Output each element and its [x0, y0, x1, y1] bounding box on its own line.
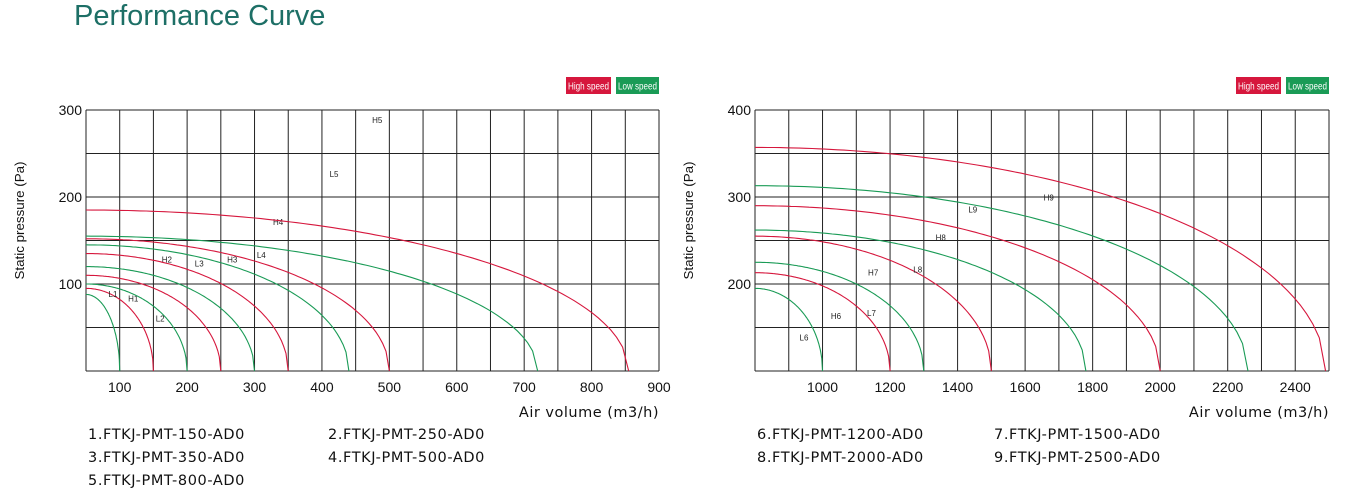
curve-label-h9: H9 — [1044, 193, 1055, 202]
x-tick-label: 100 — [108, 379, 132, 395]
curve-label-h5: H5 — [372, 116, 383, 125]
x-tick-label: 700 — [512, 379, 536, 395]
curve-h6 — [755, 272, 891, 372]
curve-h4 — [86, 238, 390, 372]
curve-l5 — [85, 235, 539, 372]
y-axis-label: Static pressure (Pa) — [12, 162, 27, 280]
x-axis-label: Air volume (m3/h) — [519, 405, 659, 421]
x-tick-label: 900 — [647, 379, 671, 395]
curve-label-h2: H2 — [162, 255, 173, 264]
y-tick-label: 400 — [728, 102, 752, 118]
curve-label-l2: L2 — [156, 314, 165, 323]
model-label: 4.FTKJ-PMT-500-AD0 — [328, 450, 485, 466]
model-label: 6.FTKJ-PMT-1200-AD0 — [757, 427, 924, 443]
model-label: 3.FTKJ-PMT-350-AD0 — [88, 450, 245, 466]
curve-l7 — [755, 261, 925, 372]
curve-l8 — [755, 229, 1087, 372]
legend-swatch-low-speed — [616, 77, 659, 94]
x-tick-label: 1600 — [1010, 379, 1041, 395]
x-tick-label: 2200 — [1212, 379, 1243, 395]
legend-label-high-speed: High speed — [568, 82, 609, 93]
y-axis-label: Static pressure (Pa) — [681, 162, 696, 280]
curve-label-l8: L8 — [913, 266, 922, 275]
model-label: 7.FTKJ-PMT-1500-AD0 — [994, 427, 1161, 443]
curve-label-l4: L4 — [257, 251, 266, 260]
curve-label-h1: H1 — [128, 294, 139, 303]
curve-label-l3: L3 — [195, 260, 204, 269]
legend-label-low-speed: Low speed — [618, 82, 657, 93]
x-tick-label: 400 — [310, 379, 334, 395]
curve-h1 — [86, 287, 154, 372]
model-list-left: 1.FTKJ-PMT-150-AD0 2.FTKJ-PMT-250-AD0 3.… — [88, 424, 548, 496]
model-label: 2.FTKJ-PMT-250-AD0 — [328, 427, 485, 443]
curve-h8 — [755, 205, 1161, 372]
curve-label-l9: L9 — [968, 206, 977, 215]
page-title: Performance Curve — [74, 0, 326, 32]
x-tick-label: 200 — [175, 379, 199, 395]
x-tick-label: 1400 — [942, 379, 973, 395]
legend-swatch-high-speed — [1236, 77, 1281, 94]
x-tick-label: 1800 — [1077, 379, 1108, 395]
curve-label-h3: H3 — [227, 255, 238, 264]
model-label: 5.FTKJ-PMT-800-AD0 — [88, 473, 245, 489]
curve-label-h7: H7 — [868, 268, 879, 277]
curve-label-l5: L5 — [330, 170, 339, 179]
model-list-right: 6.FTKJ-PMT-1200-AD0 7.FTKJ-PMT-1500-AD0 … — [757, 424, 1237, 472]
curve-h2 — [86, 274, 222, 372]
curve-l9 — [755, 185, 1249, 372]
curve-l2 — [86, 283, 188, 372]
curve-h3 — [86, 253, 289, 372]
x-tick-label: 1000 — [807, 379, 838, 395]
x-tick-label: 800 — [580, 379, 604, 395]
legend-label-high-speed: High speed — [1238, 82, 1279, 93]
x-axis-label: Air volume (m3/h) — [1189, 405, 1329, 421]
y-tick-label: 300 — [59, 102, 83, 118]
y-tick-label: 200 — [728, 276, 752, 292]
legend-swatch-low-speed — [1286, 77, 1329, 94]
y-tick-label: 100 — [59, 276, 83, 292]
x-tick-label: 500 — [378, 379, 402, 395]
curve-l1 — [86, 293, 121, 372]
curve-h7 — [754, 235, 992, 372]
curve-h5 — [85, 209, 630, 372]
y-tick-label: 200 — [59, 189, 83, 205]
x-tick-label: 600 — [445, 379, 469, 395]
curve-l4 — [85, 244, 350, 372]
model-label: 8.FTKJ-PMT-2000-AD0 — [757, 450, 924, 466]
curve-label-l7: L7 — [867, 309, 876, 318]
curve-label-l6: L6 — [800, 334, 809, 343]
legend-label-low-speed: Low speed — [1288, 82, 1327, 93]
x-tick-label: 2000 — [1145, 379, 1176, 395]
curve-label-l1: L1 — [109, 290, 118, 299]
x-tick-label: 300 — [243, 379, 267, 395]
y-tick-label: 300 — [728, 189, 752, 205]
x-tick-label: 2400 — [1280, 379, 1311, 395]
curve-label-h6: H6 — [831, 312, 842, 321]
curve-h9 — [755, 146, 1327, 372]
model-label: 9.FTKJ-PMT-2500-AD0 — [994, 450, 1161, 466]
curve-label-h8: H8 — [936, 234, 947, 243]
curve-l3 — [86, 266, 256, 372]
curve-label-h4: H4 — [273, 218, 284, 227]
curve-l6 — [755, 287, 824, 372]
legend-swatch-high-speed — [566, 77, 611, 94]
x-tick-label: 1200 — [874, 379, 905, 395]
model-label: 1.FTKJ-PMT-150-AD0 — [88, 427, 245, 443]
